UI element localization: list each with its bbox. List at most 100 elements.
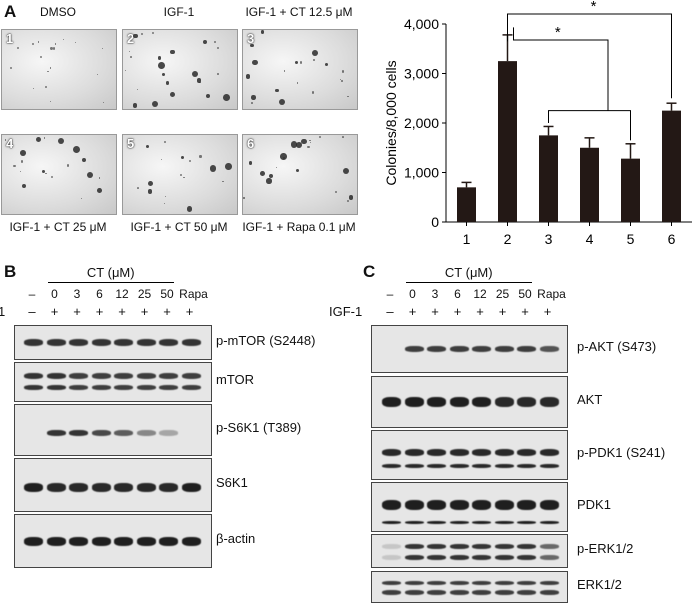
blot-band — [472, 589, 491, 595]
blot-band — [382, 589, 401, 595]
colony-dot — [196, 77, 202, 83]
blot-band — [539, 397, 559, 407]
blot-band — [494, 580, 514, 585]
lane-label: 3 — [73, 287, 81, 301]
blot-band — [69, 385, 88, 391]
blot-band — [46, 536, 66, 546]
colony-dot — [203, 39, 208, 44]
blot-strip — [371, 430, 568, 480]
colony-dot — [32, 87, 35, 90]
blot-row-label: p-AKT (S473) — [577, 339, 657, 354]
blot-band — [382, 580, 401, 585]
colony-dot — [199, 155, 202, 158]
blot-strip — [371, 571, 568, 603]
blot-band — [114, 429, 133, 436]
blot-band — [517, 589, 536, 595]
blot-row-label: mTOR — [216, 372, 255, 387]
colony-dot — [128, 50, 131, 53]
igf-sign: + — [543, 304, 552, 319]
lane-label: 50 — [518, 287, 532, 301]
colony-dot — [151, 100, 158, 107]
micrograph-label: IGF-1 + CT 12.5 μM — [245, 5, 353, 19]
blot-band — [494, 463, 514, 468]
igf-label: IGF-1 — [329, 304, 363, 319]
colony-dot — [319, 135, 322, 138]
colony-dot — [10, 66, 13, 69]
blot-band — [91, 373, 111, 380]
blot-band — [517, 499, 536, 510]
colony-dot — [246, 74, 251, 79]
colony-dot — [49, 67, 52, 69]
blot-band — [449, 397, 469, 407]
blot-band — [449, 543, 469, 549]
lane-label: – — [28, 287, 36, 301]
colony-dot — [57, 137, 65, 145]
colony-dot — [32, 42, 35, 45]
blot-row-label: p-mTOR (S2448) — [216, 332, 316, 348]
blot-band — [24, 373, 43, 380]
blot-band — [404, 346, 424, 352]
colony-dot — [342, 168, 349, 175]
colony-dot — [324, 63, 328, 67]
igf-label: IGF-1 — [0, 304, 6, 319]
blot-band — [449, 589, 469, 595]
colony-dot — [347, 95, 350, 98]
colony-dot — [13, 164, 16, 168]
blot-band — [472, 397, 491, 407]
blot-band — [91, 536, 111, 546]
igf-sign: + — [140, 304, 149, 319]
micrograph-number: 6 — [247, 136, 255, 151]
colony-dot — [37, 41, 40, 44]
blot-band — [114, 339, 133, 346]
blot-band — [159, 339, 178, 346]
colony-dot — [141, 32, 144, 35]
blot-band — [136, 483, 156, 493]
colony-dot — [163, 203, 165, 205]
lane-label: 25 — [495, 287, 510, 301]
blot-band — [449, 449, 469, 457]
blot-band — [427, 499, 446, 510]
lane-label: Rapa — [537, 287, 566, 301]
colony-dot — [307, 145, 310, 149]
ct-header-line — [47, 282, 174, 283]
blot-band — [181, 339, 201, 346]
x-tick-label: 3 — [545, 231, 553, 247]
colony-dot — [147, 181, 153, 187]
blot-band — [472, 449, 491, 457]
blot-row-label: p-ERK1/2 — [577, 541, 634, 556]
blot-band — [181, 373, 201, 380]
lane-label: 3 — [431, 287, 439, 301]
colony-dot — [132, 103, 138, 109]
colony-dot — [170, 92, 176, 97]
colony-dot — [341, 70, 344, 73]
micrograph-number: 4 — [6, 136, 14, 151]
blot-band — [427, 397, 446, 407]
colony-dot — [45, 86, 48, 89]
blot-band — [449, 520, 469, 524]
colony-dot — [41, 169, 46, 173]
colony-dot — [279, 98, 286, 105]
blot-band — [136, 339, 156, 346]
significance-bracket — [507, 13, 672, 99]
blot-row-label: S6K1 — [216, 475, 248, 490]
blot-band — [382, 554, 401, 560]
igf-sign: + — [476, 304, 484, 319]
blot-band — [24, 536, 43, 546]
y-tick-label: 2,000 — [404, 115, 439, 131]
colony-dot — [266, 178, 272, 184]
blot-band — [382, 520, 401, 524]
blot-band — [404, 589, 424, 595]
igf-sign: + — [408, 304, 417, 319]
lane-label: 6 — [96, 287, 103, 301]
colony-dot — [151, 31, 154, 35]
blot-strip — [14, 362, 212, 402]
lane-label: 50 — [160, 287, 174, 301]
blot-band — [24, 483, 43, 493]
colony-dot — [47, 70, 49, 72]
colony-dot — [251, 101, 253, 104]
colony-dot — [129, 56, 132, 59]
colony-dot — [164, 141, 167, 144]
colony-dot — [158, 62, 165, 70]
lane-label: – — [386, 287, 394, 301]
blot-band — [404, 449, 424, 457]
